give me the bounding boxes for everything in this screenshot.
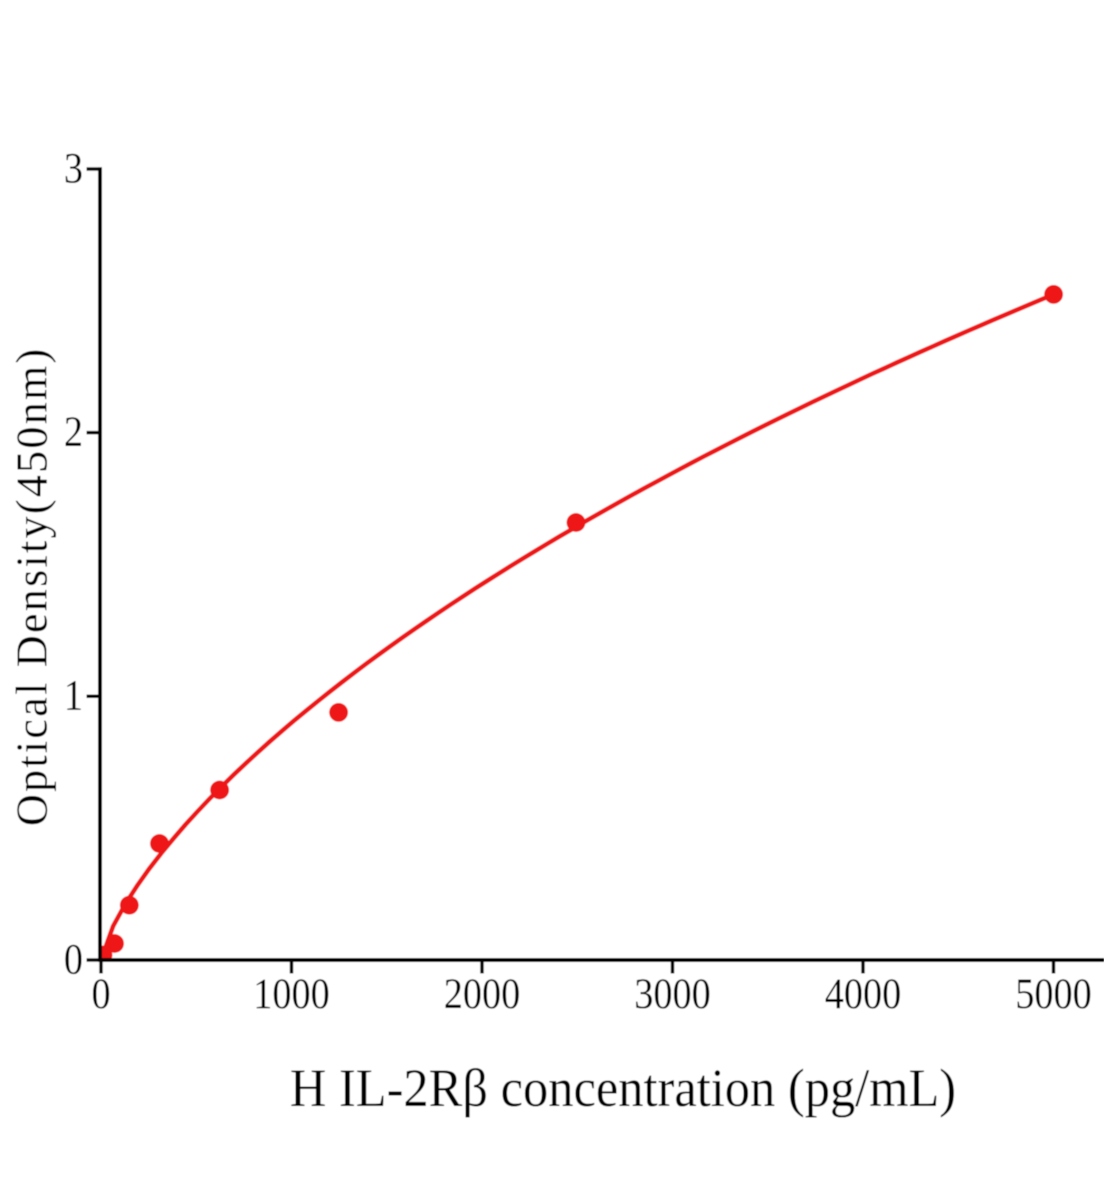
svg-text:Optical Density(450nm): Optical Density(450nm) [7,346,56,826]
svg-text:3000: 3000 [634,969,711,1018]
svg-text:2000: 2000 [444,969,521,1018]
svg-text:5000: 5000 [1015,969,1092,1018]
svg-text:0: 0 [64,934,83,983]
svg-text:3: 3 [64,143,83,192]
svg-text:0: 0 [91,969,110,1018]
svg-text:1: 1 [64,670,83,719]
svg-text:1000: 1000 [253,969,330,1018]
svg-text:2: 2 [64,407,83,456]
svg-text:H IL-2Rβ concentration (pg/mL): H IL-2Rβ concentration (pg/mL) [290,1059,956,1118]
svg-text:4000: 4000 [825,969,902,1018]
